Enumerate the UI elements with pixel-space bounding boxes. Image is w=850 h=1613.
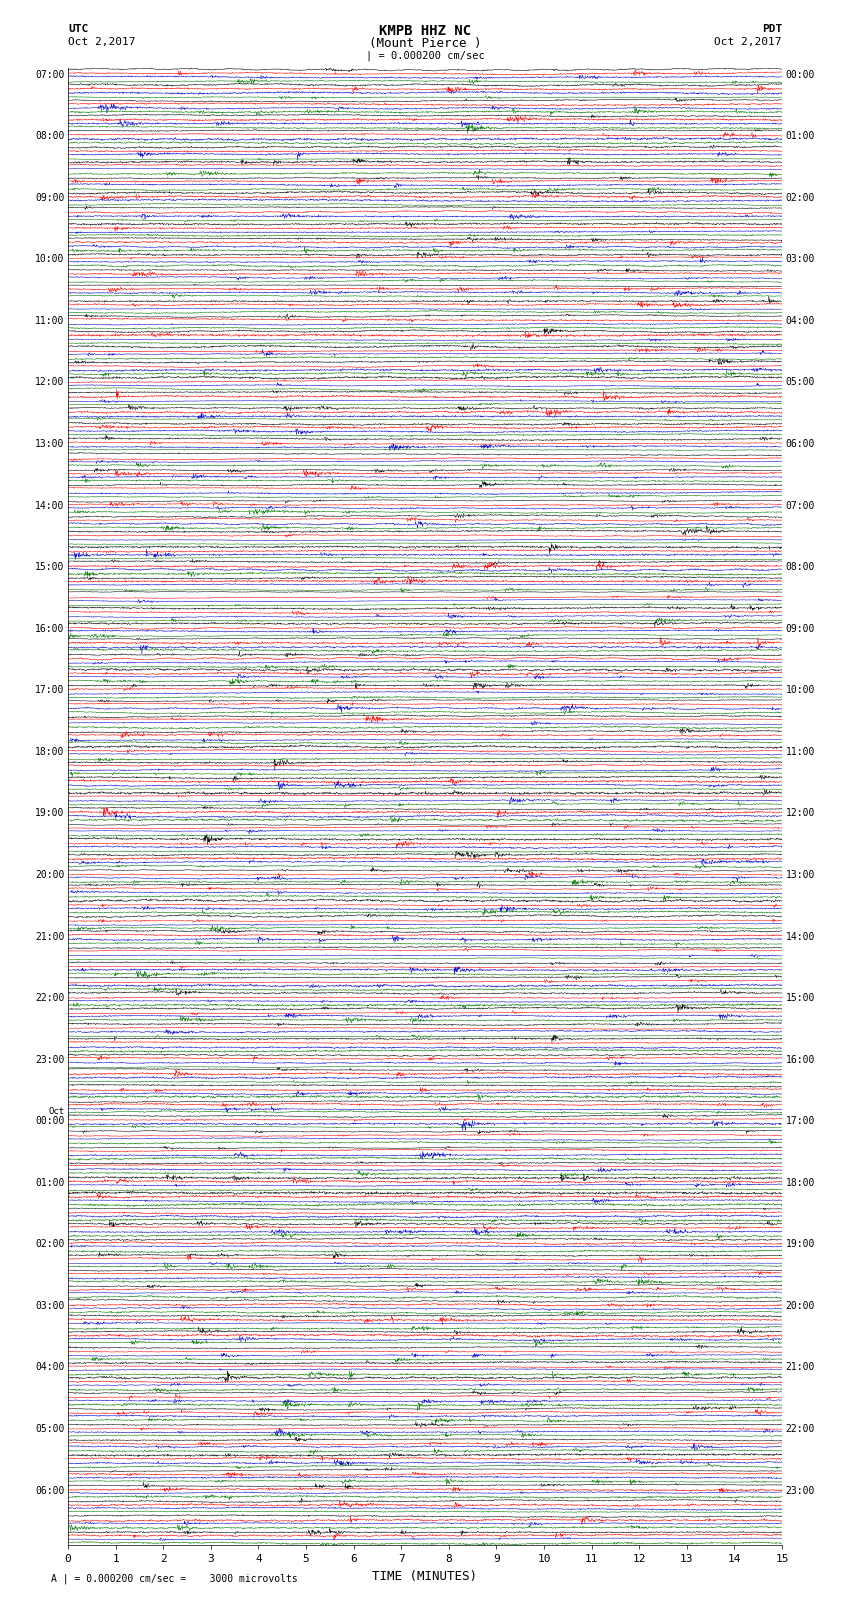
Text: 02:00: 02:00 [785,194,815,203]
Text: 09:00: 09:00 [785,624,815,634]
Text: Oct 2,2017: Oct 2,2017 [715,37,782,47]
Text: 02:00: 02:00 [35,1239,65,1250]
Text: 13:00: 13:00 [785,869,815,881]
Text: 12:00: 12:00 [35,377,65,387]
Text: 10:00: 10:00 [35,255,65,265]
Text: 22:00: 22:00 [35,994,65,1003]
Text: 19:00: 19:00 [785,1239,815,1250]
Text: 11:00: 11:00 [35,316,65,326]
Text: 00:00: 00:00 [785,69,815,79]
Text: 09:00: 09:00 [35,194,65,203]
Text: KMPB HHZ NC: KMPB HHZ NC [379,24,471,39]
Text: 05:00: 05:00 [35,1424,65,1434]
Text: 04:00: 04:00 [785,316,815,326]
X-axis label: TIME (MINUTES): TIME (MINUTES) [372,1569,478,1582]
Text: 00:00: 00:00 [35,1116,65,1126]
Text: 21:00: 21:00 [785,1363,815,1373]
Text: 07:00: 07:00 [35,69,65,79]
Text: Oct: Oct [48,1107,65,1116]
Text: 05:00: 05:00 [785,377,815,387]
Text: A | = 0.000200 cm/sec =    3000 microvolts: A | = 0.000200 cm/sec = 3000 microvolts [51,1573,298,1584]
Text: 03:00: 03:00 [785,255,815,265]
Text: UTC: UTC [68,24,88,34]
Text: PDT: PDT [762,24,782,34]
Text: | = 0.000200 cm/sec: | = 0.000200 cm/sec [366,50,484,61]
Text: 14:00: 14:00 [785,932,815,942]
Text: 08:00: 08:00 [785,563,815,573]
Text: 18:00: 18:00 [785,1177,815,1187]
Text: 07:00: 07:00 [785,500,815,511]
Text: 01:00: 01:00 [35,1177,65,1187]
Text: 20:00: 20:00 [785,1302,815,1311]
Text: 19:00: 19:00 [35,808,65,818]
Text: 04:00: 04:00 [35,1363,65,1373]
Text: 06:00: 06:00 [785,439,815,448]
Text: 17:00: 17:00 [35,686,65,695]
Text: 15:00: 15:00 [785,994,815,1003]
Text: 12:00: 12:00 [785,808,815,818]
Text: 23:00: 23:00 [785,1486,815,1495]
Text: 01:00: 01:00 [785,131,815,142]
Text: 22:00: 22:00 [785,1424,815,1434]
Text: 20:00: 20:00 [35,869,65,881]
Text: 14:00: 14:00 [35,500,65,511]
Text: 23:00: 23:00 [35,1055,65,1065]
Text: Oct 2,2017: Oct 2,2017 [68,37,135,47]
Text: 03:00: 03:00 [35,1302,65,1311]
Text: 06:00: 06:00 [35,1486,65,1495]
Text: 15:00: 15:00 [35,563,65,573]
Text: 10:00: 10:00 [785,686,815,695]
Text: 17:00: 17:00 [785,1116,815,1126]
Text: 16:00: 16:00 [35,624,65,634]
Text: 13:00: 13:00 [35,439,65,448]
Text: 16:00: 16:00 [785,1055,815,1065]
Text: 08:00: 08:00 [35,131,65,142]
Text: 18:00: 18:00 [35,747,65,756]
Text: 21:00: 21:00 [35,932,65,942]
Text: (Mount Pierce ): (Mount Pierce ) [369,37,481,50]
Text: 11:00: 11:00 [785,747,815,756]
